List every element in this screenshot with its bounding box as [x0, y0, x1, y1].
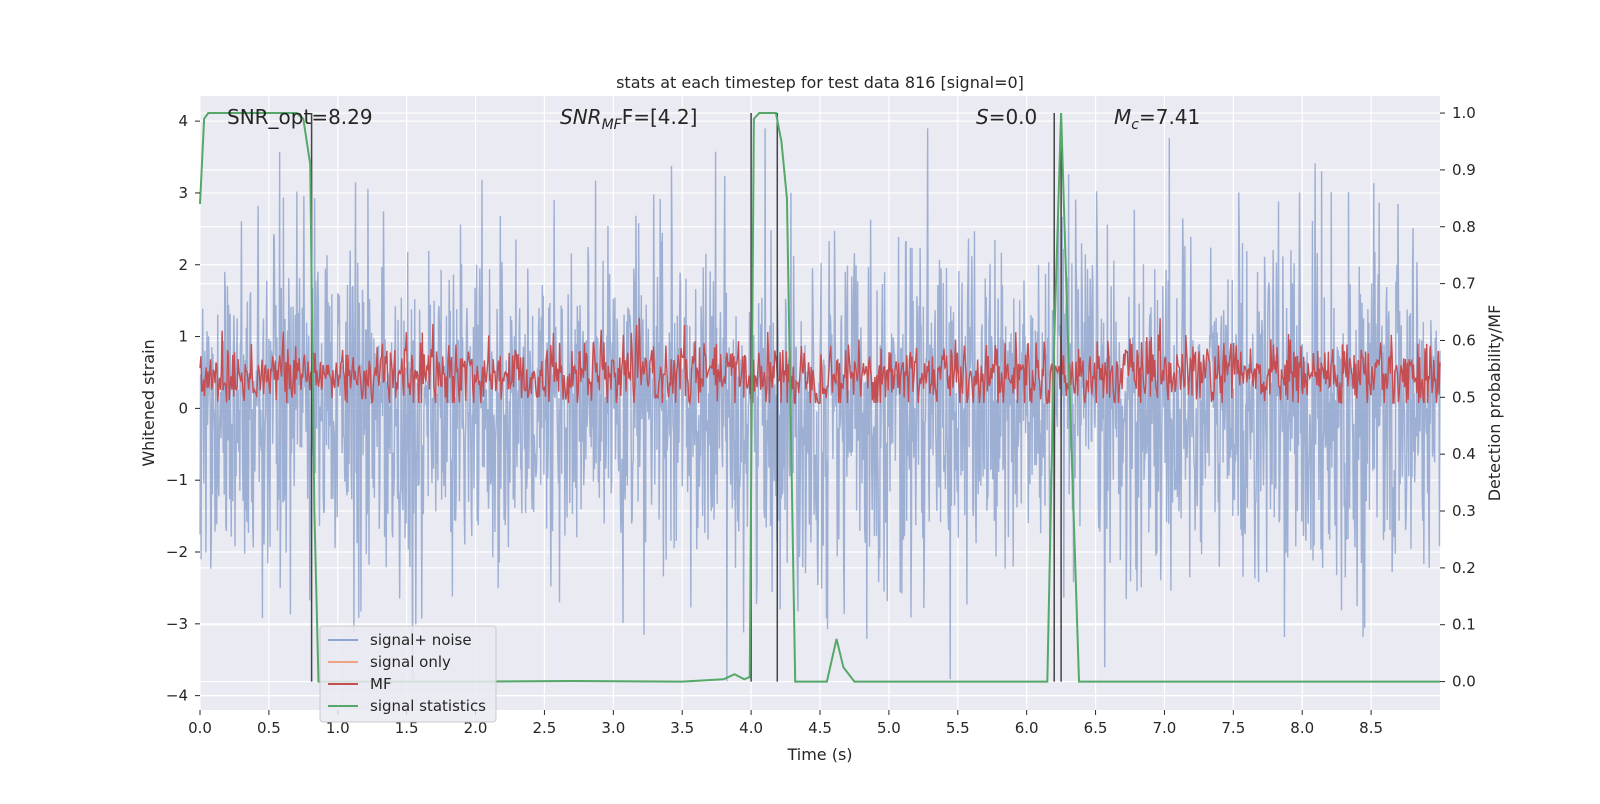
x-tick-label: 7.5	[1221, 719, 1245, 737]
signal-statistics-line	[199, 112, 1440, 683]
y-tick-label: 4	[178, 112, 188, 130]
series-mf	[199, 317, 1441, 406]
x-tick-label: 1.0	[326, 719, 350, 737]
x-tick-label: 0.0	[188, 719, 212, 737]
y-right-tick-label: 0.2	[1452, 559, 1476, 577]
x-tick-label: 0.5	[257, 719, 281, 737]
y-right-tick-label: 0.7	[1452, 275, 1476, 293]
x-tick-label: 6.0	[1015, 719, 1039, 737]
y-axis-label: Whitened strain	[139, 339, 158, 466]
mf-line	[199, 317, 1441, 406]
annotation-snr-opt: SNR_opt=8.29	[227, 105, 373, 129]
legend: signal+ noise signal only MF signal stat…	[319, 625, 497, 723]
y-right-tick-label: 1.0	[1452, 104, 1476, 122]
legend-label-signal-only: signal only	[370, 653, 451, 671]
x-tick-label: 8.0	[1290, 719, 1314, 737]
chart-title: stats at each timestep for test data 816…	[616, 73, 1024, 92]
y-right-tick-label: 0.9	[1452, 161, 1476, 179]
legend-box	[319, 625, 497, 723]
signal-noise-line	[199, 128, 1441, 682]
annotation-mc: Mc=7.41	[1114, 105, 1200, 133]
series-signal-noise	[199, 128, 1441, 682]
annotation-s: S=0.0	[976, 105, 1037, 129]
x-tick-label: 6.5	[1084, 719, 1108, 737]
y-right-tick-label: 0.4	[1452, 445, 1476, 463]
x-tick-label: 3.0	[601, 719, 625, 737]
y-right-tick-label: 0.8	[1452, 218, 1476, 236]
x-tick-label: 2.0	[464, 719, 488, 737]
y-right-axis-label: Detection probability/MF	[1485, 305, 1504, 502]
x-tick-label: 4.0	[739, 719, 763, 737]
series-signal-statistics	[199, 112, 1440, 683]
x-tick-label: 2.5	[533, 719, 557, 737]
y-tick-label: −2	[166, 543, 188, 561]
x-tick-label: 5.0	[877, 719, 901, 737]
y-right-tick-label: 0.5	[1452, 388, 1476, 406]
legend-label-signal-statistics: signal statistics	[370, 697, 486, 715]
x-axis-ticks: 0.0 0.5 1.0 1.5 2.0 2.5 3.0 3.5 4.0 4.5 5.0 5.5 6.0 6…	[188, 710, 1383, 737]
y-tick-label: −4	[166, 687, 188, 705]
y-right-tick-label: 0.0	[1452, 673, 1476, 691]
y-right-axis-ticks: 1.0 0.9 0.8 0.7 0.6 0.5 0.4 0.3 0.2 0.1 0.0	[1440, 104, 1476, 691]
x-tick-label: 3.5	[670, 719, 694, 737]
x-tick-label: 4.5	[808, 719, 832, 737]
y-right-tick-label: 0.3	[1452, 502, 1476, 520]
legend-label-mf: MF	[370, 675, 392, 693]
y-tick-label: −1	[166, 471, 188, 489]
x-tick-label: 8.5	[1359, 719, 1383, 737]
annotation-snr-mf: SNRMFF=[4.2]	[560, 105, 697, 133]
legend-label-signal-noise: signal+ noise	[370, 631, 472, 649]
x-axis-label: Time (s)	[786, 745, 852, 764]
y-axis-ticks: 4 3 2 1 0 −1 −2 −3 −4	[166, 112, 200, 705]
y-tick-label: 2	[178, 256, 188, 274]
y-tick-label: −3	[166, 615, 188, 633]
y-right-tick-label: 0.6	[1452, 331, 1476, 349]
x-tick-label: 5.5	[946, 719, 970, 737]
x-tick-label: 7.0	[1153, 719, 1177, 737]
y-right-tick-label: 0.1	[1452, 616, 1476, 634]
y-tick-label: 0	[178, 399, 188, 417]
x-tick-label: 1.5	[395, 719, 419, 737]
y-tick-label: 3	[178, 184, 188, 202]
y-tick-label: 1	[178, 328, 188, 346]
